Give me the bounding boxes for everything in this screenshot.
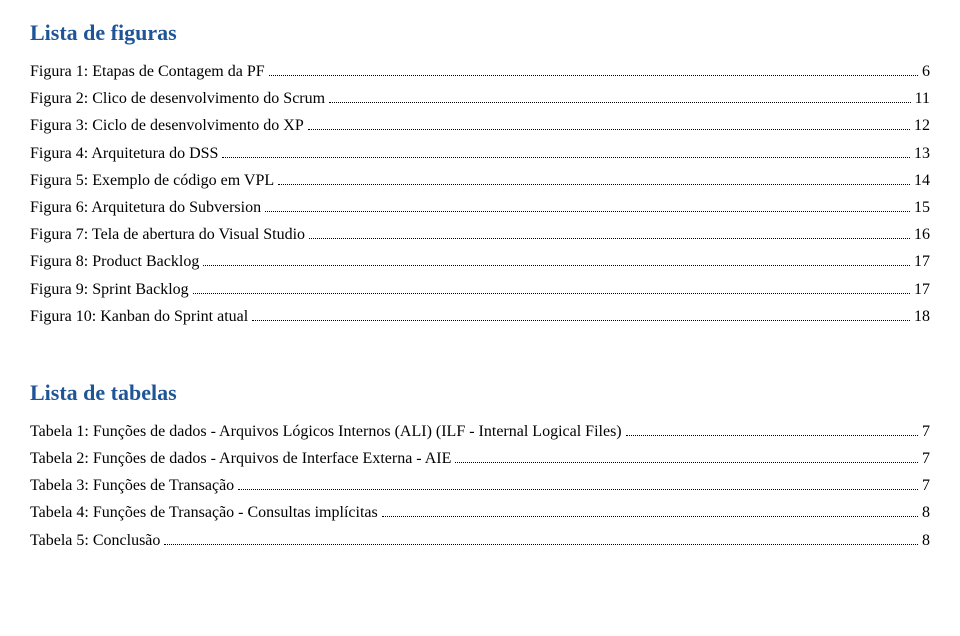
table-label: Tabela 1: Funções de dados - Arquivos Ló… <box>30 418 622 445</box>
figure-label: Figura 7: Tela de abertura do Visual Stu… <box>30 221 305 248</box>
table-label: Tabela 2: Funções de dados - Arquivos de… <box>30 445 451 472</box>
table-row: Tabela 4: Funções de Transação - Consult… <box>30 499 930 526</box>
toc-leader-dots <box>252 305 910 320</box>
toc-leader-dots <box>203 251 910 266</box>
figure-label: Figura 4: Arquitetura do DSS <box>30 140 218 167</box>
figure-page: 6 <box>922 58 930 85</box>
figures-heading: Lista de figuras <box>30 20 930 46</box>
figure-page: 18 <box>914 303 930 330</box>
figure-label: Figura 3: Ciclo de desenvolvimento do XP <box>30 112 304 139</box>
figure-page: 16 <box>914 221 930 248</box>
figure-page: 15 <box>914 194 930 221</box>
table-page: 8 <box>922 499 930 526</box>
table-label: Tabela 5: Conclusão <box>30 527 160 554</box>
toc-leader-dots <box>238 475 918 490</box>
tables-list: Tabela 1: Funções de dados - Arquivos Ló… <box>30 418 930 554</box>
toc-leader-dots <box>329 88 911 103</box>
table-label: Tabela 3: Funções de Transação <box>30 472 234 499</box>
toc-leader-dots <box>308 115 910 130</box>
figure-row: Figura 4: Arquitetura do DSS 13 <box>30 140 930 167</box>
toc-leader-dots <box>278 169 910 184</box>
figure-label: Figura 1: Etapas de Contagem da PF <box>30 58 265 85</box>
figure-label: Figura 8: Product Backlog <box>30 248 199 275</box>
figure-label: Figura 10: Kanban do Sprint atual <box>30 303 248 330</box>
figure-row: Figura 10: Kanban do Sprint atual 18 <box>30 303 930 330</box>
toc-leader-dots <box>309 224 910 239</box>
figure-row: Figura 7: Tela de abertura do Visual Stu… <box>30 221 930 248</box>
figure-page: 17 <box>914 276 930 303</box>
tables-heading: Lista de tabelas <box>30 380 930 406</box>
table-page: 7 <box>922 445 930 472</box>
figure-row: Figura 5: Exemplo de código em VPL 14 <box>30 167 930 194</box>
figure-label: Figura 5: Exemplo de código em VPL <box>30 167 274 194</box>
figure-row: Figura 3: Ciclo de desenvolvimento do XP… <box>30 112 930 139</box>
toc-leader-dots <box>193 278 910 293</box>
table-row: Tabela 1: Funções de dados - Arquivos Ló… <box>30 418 930 445</box>
figure-page: 12 <box>914 112 930 139</box>
figure-row: Figura 6: Arquitetura do Subversion 15 <box>30 194 930 221</box>
toc-leader-dots <box>222 142 910 157</box>
table-row: Tabela 2: Funções de dados - Arquivos de… <box>30 445 930 472</box>
table-page: 7 <box>922 472 930 499</box>
toc-leader-dots <box>164 529 918 544</box>
toc-leader-dots <box>265 197 910 212</box>
table-row: Tabela 5: Conclusão 8 <box>30 527 930 554</box>
figure-row: Figura 1: Etapas de Contagem da PF 6 <box>30 58 930 85</box>
table-page: 7 <box>922 418 930 445</box>
table-row: Tabela 3: Funções de Transação 7 <box>30 472 930 499</box>
figure-label: Figura 2: Clico de desenvolvimento do Sc… <box>30 85 325 112</box>
table-label: Tabela 4: Funções de Transação - Consult… <box>30 499 378 526</box>
figure-page: 13 <box>914 140 930 167</box>
toc-leader-dots <box>626 420 918 435</box>
figure-row: Figura 2: Clico de desenvolvimento do Sc… <box>30 85 930 112</box>
table-page: 8 <box>922 527 930 554</box>
figure-row: Figura 9: Sprint Backlog 17 <box>30 276 930 303</box>
toc-leader-dots <box>382 502 918 517</box>
figure-label: Figura 6: Arquitetura do Subversion <box>30 194 261 221</box>
figure-page: 14 <box>914 167 930 194</box>
figure-row: Figura 8: Product Backlog 17 <box>30 248 930 275</box>
toc-leader-dots <box>455 448 918 463</box>
figure-label: Figura 9: Sprint Backlog <box>30 276 189 303</box>
toc-leader-dots <box>269 61 918 76</box>
figure-page: 11 <box>915 85 930 112</box>
figure-page: 17 <box>914 248 930 275</box>
figures-list: Figura 1: Etapas de Contagem da PF 6Figu… <box>30 58 930 330</box>
